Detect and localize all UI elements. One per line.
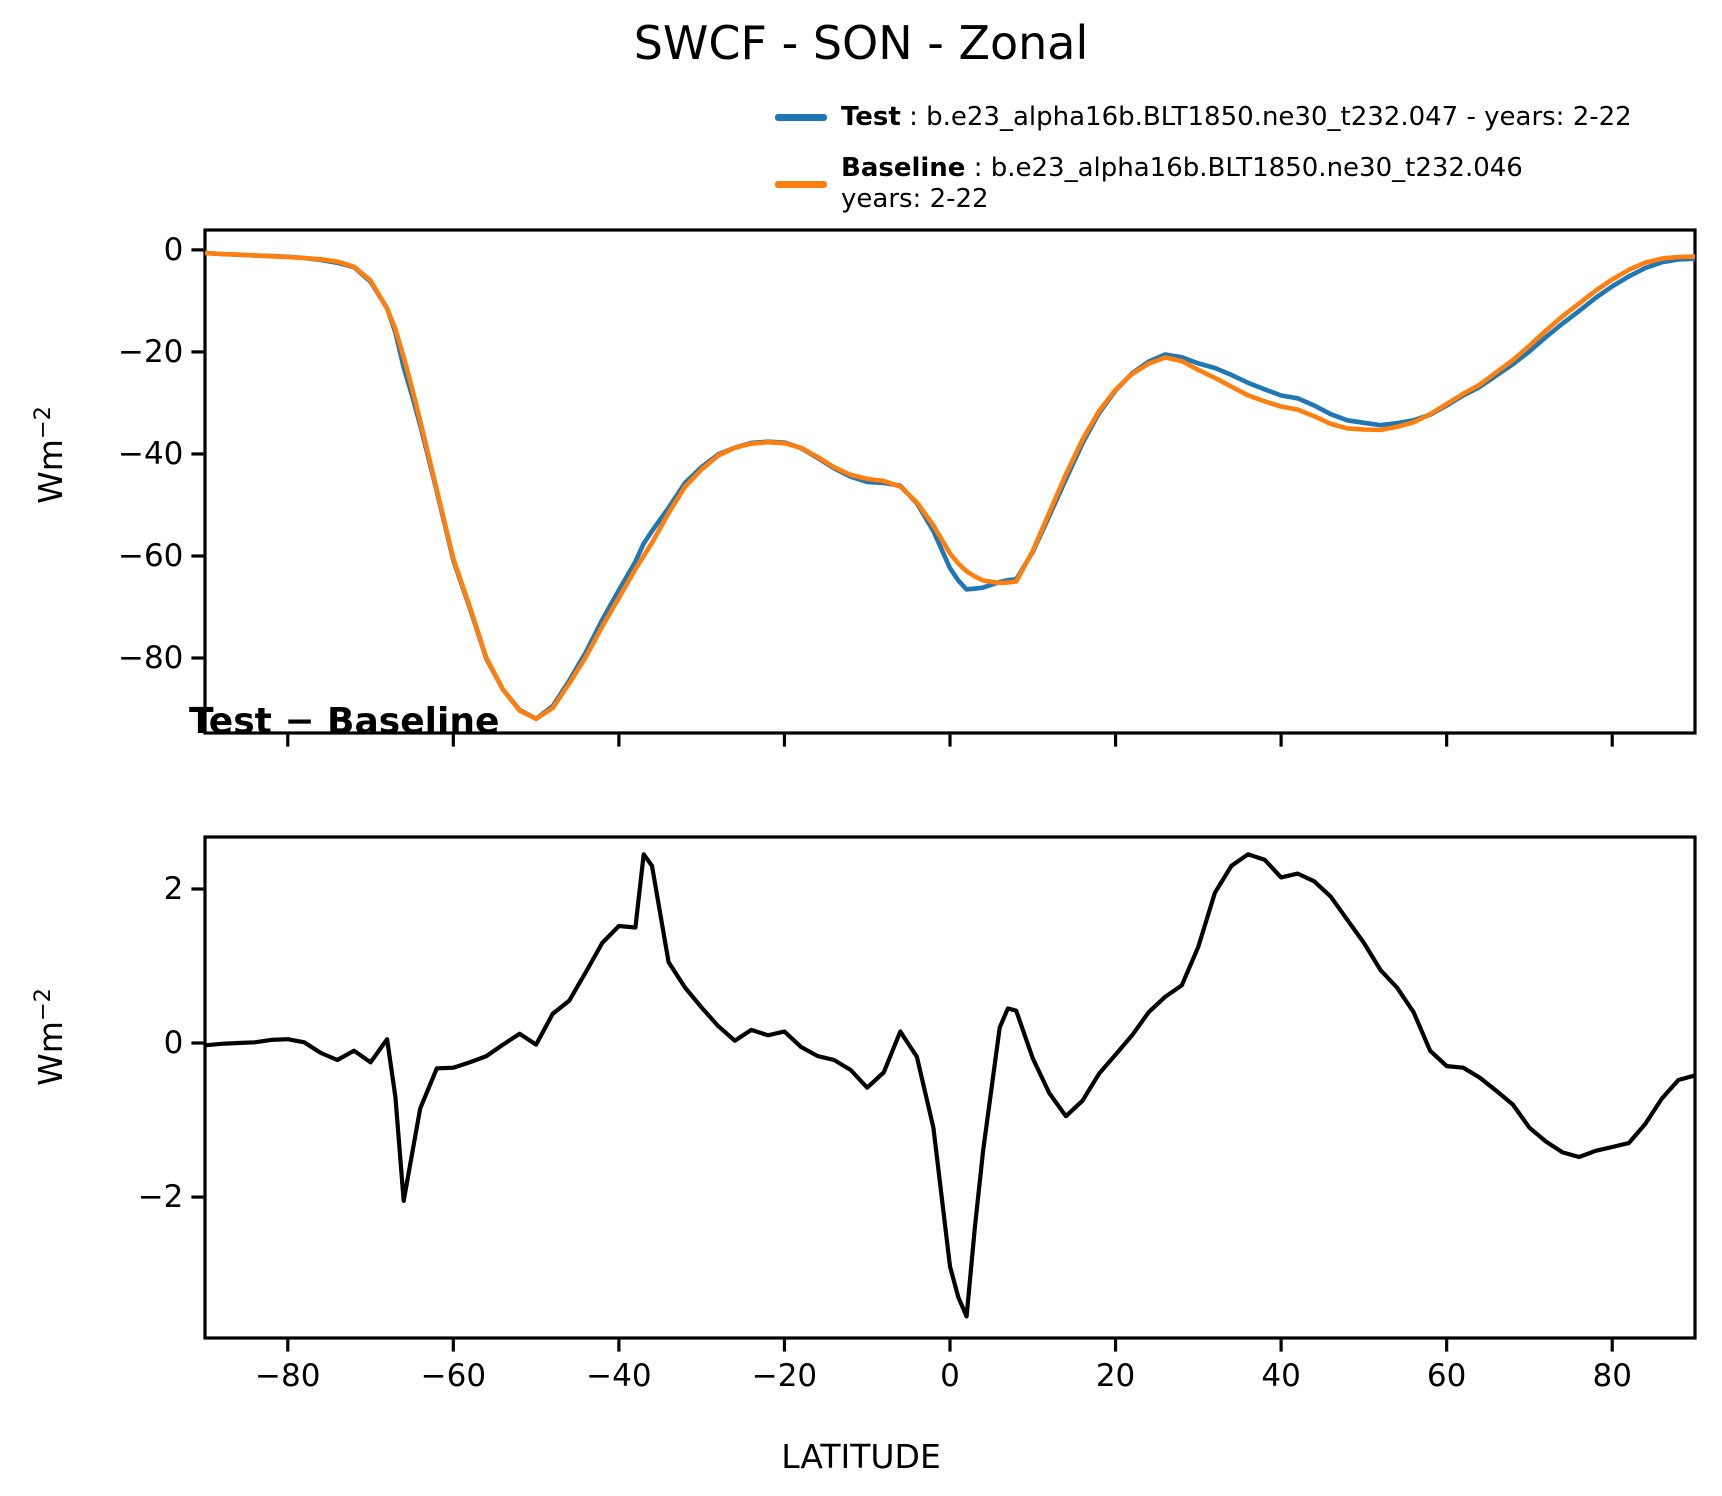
test-line-swatch (775, 114, 827, 121)
legend-text-test: Test : b.e23_alpha16b.BLT1850.ne30_t232.… (841, 102, 1632, 133)
x-tick-label: 20 (1095, 1357, 1136, 1394)
y-tick-label: 2 (163, 870, 184, 907)
y-tick-label: 0 (163, 231, 184, 268)
y-tick-label: −2 (137, 1179, 184, 1216)
legend-text-baseline: Baseline : b.e23_alpha16b.BLT1850.ne30_t… (841, 153, 1523, 215)
y-tick-label: −80 (117, 640, 184, 676)
legend-baseline-desc: : b.e23_alpha16b.BLT1850.ne30_t232.046 (965, 153, 1523, 183)
y-tick-label: −20 (117, 333, 184, 370)
y-tick-label: 0 (163, 1025, 184, 1062)
x-axis-label: LATITUDE (781, 1437, 941, 1476)
line-test-baseline (205, 852, 1695, 1319)
line-test (205, 250, 1695, 722)
diff-panel-title: Test − Baseline (189, 701, 500, 742)
y-axis-label-top-exp: −2 (29, 406, 56, 440)
legend-test-desc: : b.e23_alpha16b.BLT1850.ne30_t232.047 -… (900, 102, 1632, 132)
y-axis-label-top-base: Wm (31, 439, 71, 504)
y-axis-label-bottom: Wm−2 (30, 988, 70, 1086)
legend-test-label: Test (841, 102, 901, 132)
legend-entry-test: Test : b.e23_alpha16b.BLT1850.ne30_t232.… (775, 102, 1632, 133)
baseline-line-swatch (775, 180, 827, 188)
line-baseline (205, 250, 1695, 722)
legend-baseline-years: years: 2-22 (841, 184, 989, 214)
x-tick-label: −60 (420, 1357, 487, 1394)
x-tick-label: 0 (940, 1357, 960, 1394)
axes-box-panel1 (203, 228, 1697, 735)
y-axis-label-top: Wm−2 (30, 406, 70, 504)
legend: Test : b.e23_alpha16b.BLT1850.ne30_t232.… (775, 102, 1632, 215)
x-tick-label: −20 (751, 1357, 818, 1394)
axes-box-panel2 (203, 835, 1697, 1340)
y-tick-label: −40 (117, 435, 184, 472)
x-tick-label: 40 (1261, 1357, 1301, 1394)
x-tick-label: −80 (255, 1357, 321, 1394)
y-tick-label: −60 (117, 537, 184, 574)
x-tick-label: 60 (1426, 1357, 1467, 1394)
legend-entry-baseline: Baseline : b.e23_alpha16b.BLT1850.ne30_t… (775, 153, 1632, 215)
y-axis-label-bottom-exp: −2 (29, 988, 56, 1022)
chart-title: SWCF - SON - Zonal (633, 16, 1089, 70)
x-tick-label: −40 (586, 1357, 652, 1394)
x-tick-label: 80 (1592, 1357, 1632, 1394)
y-axis-label-bottom-base: Wm (31, 1021, 71, 1086)
legend-baseline-label: Baseline (841, 153, 966, 183)
